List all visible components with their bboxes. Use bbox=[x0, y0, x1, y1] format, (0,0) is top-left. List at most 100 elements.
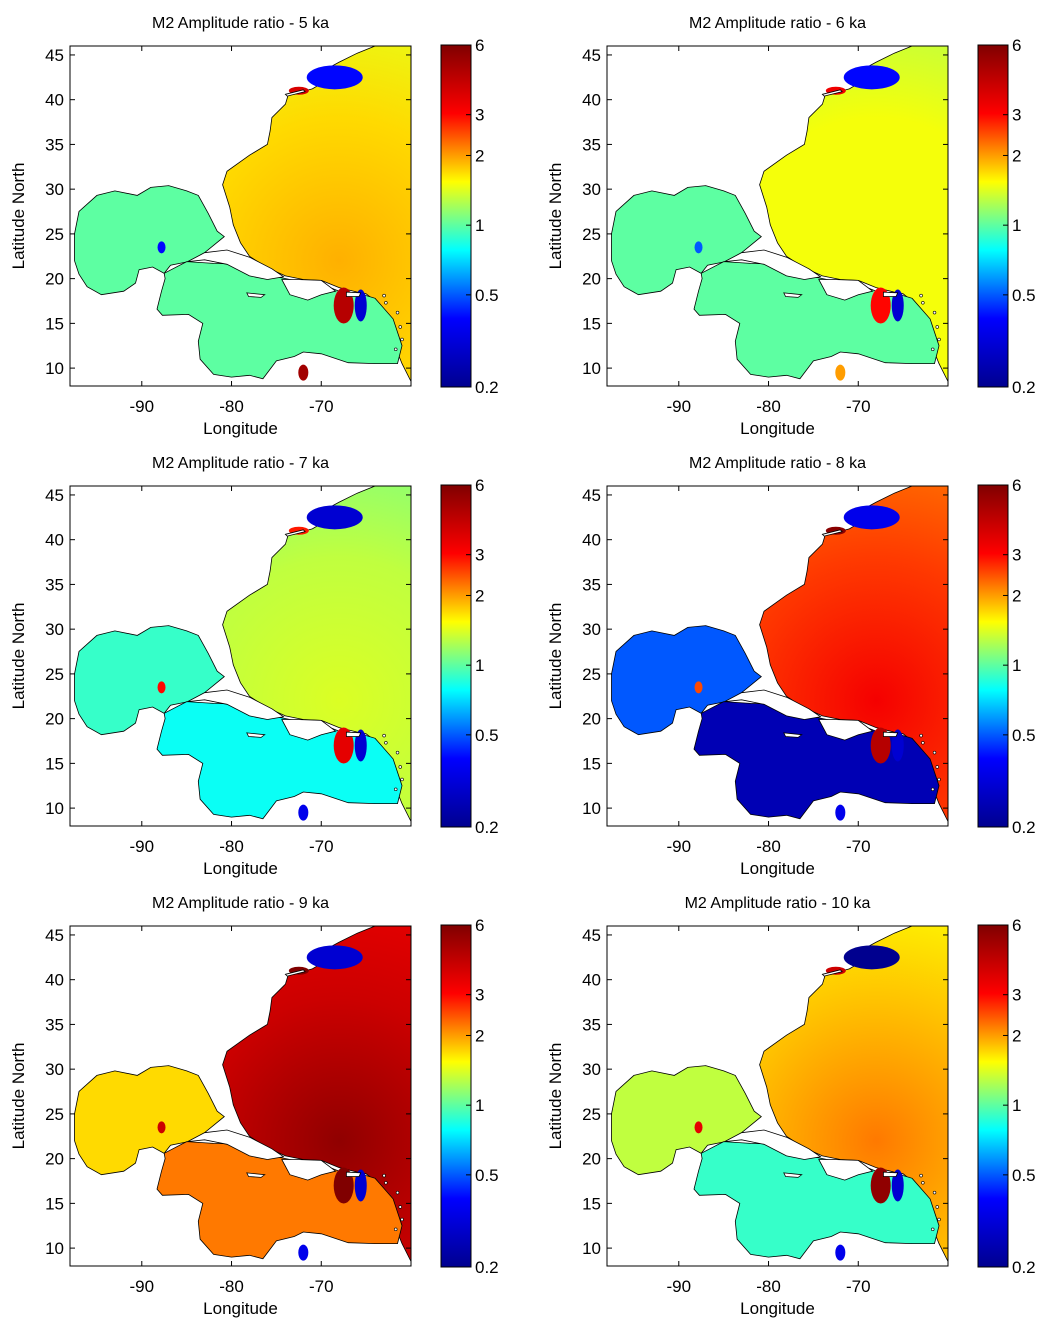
colorbar-tick-label: 1 bbox=[1012, 216, 1021, 235]
colorbar-tick-label: 2 bbox=[1012, 146, 1021, 165]
amphidrome-east-caribbean-low bbox=[354, 289, 367, 322]
island-dot bbox=[921, 741, 925, 745]
y-tick-label: 25 bbox=[45, 665, 64, 684]
y-axis-label: Latitude North bbox=[9, 603, 28, 710]
axes-frame bbox=[606, 925, 949, 1267]
colorbar-tick-label: 6 bbox=[475, 36, 484, 55]
y-tick-label: 45 bbox=[582, 486, 601, 505]
colorbar-tick-label: 0.5 bbox=[1012, 286, 1036, 305]
island-dot bbox=[937, 1217, 941, 1222]
panel-title: M2 Amplitude ratio - 8 ka bbox=[689, 455, 866, 472]
island-dot bbox=[394, 787, 398, 792]
y-tick-label: 25 bbox=[45, 225, 64, 244]
basin-gulf-of-mexico bbox=[611, 1065, 762, 1176]
colorbar-tick-label: 0.5 bbox=[475, 726, 499, 745]
axes-frame bbox=[69, 45, 412, 387]
amphidrome-yucatan bbox=[694, 1121, 703, 1134]
x-tick-label: -80 bbox=[756, 1277, 781, 1296]
island-dot bbox=[935, 765, 939, 769]
island-dot bbox=[384, 741, 388, 745]
island bbox=[246, 1172, 266, 1178]
y-tick-label: 40 bbox=[582, 971, 601, 990]
y-tick-label: 15 bbox=[45, 314, 64, 333]
island-dot bbox=[384, 301, 388, 305]
axes-frame bbox=[69, 485, 412, 827]
gulf-of-maine-low bbox=[306, 505, 363, 530]
colorbar-tick-label: 1 bbox=[475, 656, 484, 675]
colorbar-tick-label: 2 bbox=[475, 586, 484, 605]
maracaibo bbox=[835, 364, 846, 381]
panel: -90 -80 -70 10 15 20 25 30 35 40 45 M2 Amplitude ra… bbox=[9, 15, 499, 438]
colorbar-tick-label: 6 bbox=[1012, 916, 1021, 935]
x-axis-label: Longitude bbox=[203, 859, 278, 878]
y-tick-label: 30 bbox=[45, 180, 64, 199]
y-tick-label: 20 bbox=[45, 710, 64, 729]
colorbar-tick-label: 0.5 bbox=[475, 286, 499, 305]
y-tick-label: 45 bbox=[45, 486, 64, 505]
map bbox=[611, 46, 948, 382]
y-tick-label: 40 bbox=[45, 91, 64, 110]
maracaibo bbox=[835, 1244, 846, 1261]
y-tick-label: 40 bbox=[582, 91, 601, 110]
y-tick-label: 35 bbox=[45, 1015, 64, 1034]
panel: -90 -80 -70 10 15 20 25 30 35 40 45 M2 Amplitude ra… bbox=[546, 15, 1036, 438]
y-tick-label: 20 bbox=[582, 710, 601, 729]
island bbox=[724, 689, 822, 720]
colorbar bbox=[977, 44, 1009, 388]
colorbar bbox=[440, 44, 472, 388]
colorbar-tick-label: 6 bbox=[1012, 36, 1021, 55]
y-tick-label: 30 bbox=[582, 1060, 601, 1079]
maracaibo bbox=[298, 804, 309, 821]
island-dot bbox=[932, 310, 937, 315]
island-dot bbox=[398, 1205, 402, 1209]
gulf-of-maine-low bbox=[306, 945, 363, 970]
y-tick-label: 15 bbox=[582, 314, 601, 333]
x-tick-label: -90 bbox=[130, 837, 155, 856]
x-tick-label: -80 bbox=[219, 1277, 244, 1296]
amphidrome-yucatan bbox=[694, 241, 703, 254]
island-dot bbox=[384, 1181, 388, 1185]
y-tick-label: 10 bbox=[582, 359, 601, 378]
y-axis-label: Latitude North bbox=[546, 163, 565, 270]
island bbox=[883, 731, 899, 737]
y-tick-label: 20 bbox=[45, 270, 64, 289]
colorbar-tick-label: 6 bbox=[475, 916, 484, 935]
gulf-of-maine-low bbox=[843, 945, 900, 970]
colorbar-tick-label: 3 bbox=[475, 106, 484, 125]
y-tick-label: 45 bbox=[45, 46, 64, 65]
x-tick-label: -90 bbox=[130, 397, 155, 416]
colorbar bbox=[977, 924, 1009, 1268]
island-dot bbox=[400, 1217, 404, 1222]
island-dot bbox=[921, 1181, 925, 1185]
colorbar bbox=[440, 924, 472, 1268]
island bbox=[284, 529, 306, 537]
island-dot bbox=[398, 765, 402, 769]
island bbox=[346, 1171, 362, 1177]
island-dot bbox=[398, 325, 402, 329]
x-tick-label: -80 bbox=[756, 837, 781, 856]
island-dot bbox=[395, 1190, 400, 1195]
panel-title: M2 Amplitude ratio - 5 ka bbox=[152, 15, 329, 32]
y-tick-label: 35 bbox=[45, 135, 64, 154]
x-tick-label: -70 bbox=[846, 837, 871, 856]
island bbox=[284, 89, 306, 97]
panel: -90 -80 -70 10 15 20 25 30 35 40 45 M2 Amplitude ra… bbox=[9, 455, 499, 878]
basin-gulf-of-mexico bbox=[611, 625, 762, 736]
y-tick-label: 45 bbox=[582, 46, 601, 65]
x-axis-label: Longitude bbox=[740, 859, 815, 878]
map bbox=[611, 926, 948, 1262]
island bbox=[246, 292, 266, 298]
island bbox=[346, 291, 362, 297]
x-axis-label: Longitude bbox=[740, 1299, 815, 1318]
maracaibo bbox=[835, 804, 846, 821]
island bbox=[724, 249, 822, 280]
gulf-of-maine-low bbox=[306, 65, 363, 90]
island-dot bbox=[931, 1227, 935, 1232]
colorbar-tick-label: 0.2 bbox=[475, 378, 499, 397]
y-tick-label: 45 bbox=[45, 926, 64, 945]
colorbar-tick-label: 1 bbox=[475, 216, 484, 235]
gulf-of-maine-low bbox=[843, 505, 900, 530]
x-tick-label: -70 bbox=[309, 397, 334, 416]
island bbox=[246, 732, 266, 738]
